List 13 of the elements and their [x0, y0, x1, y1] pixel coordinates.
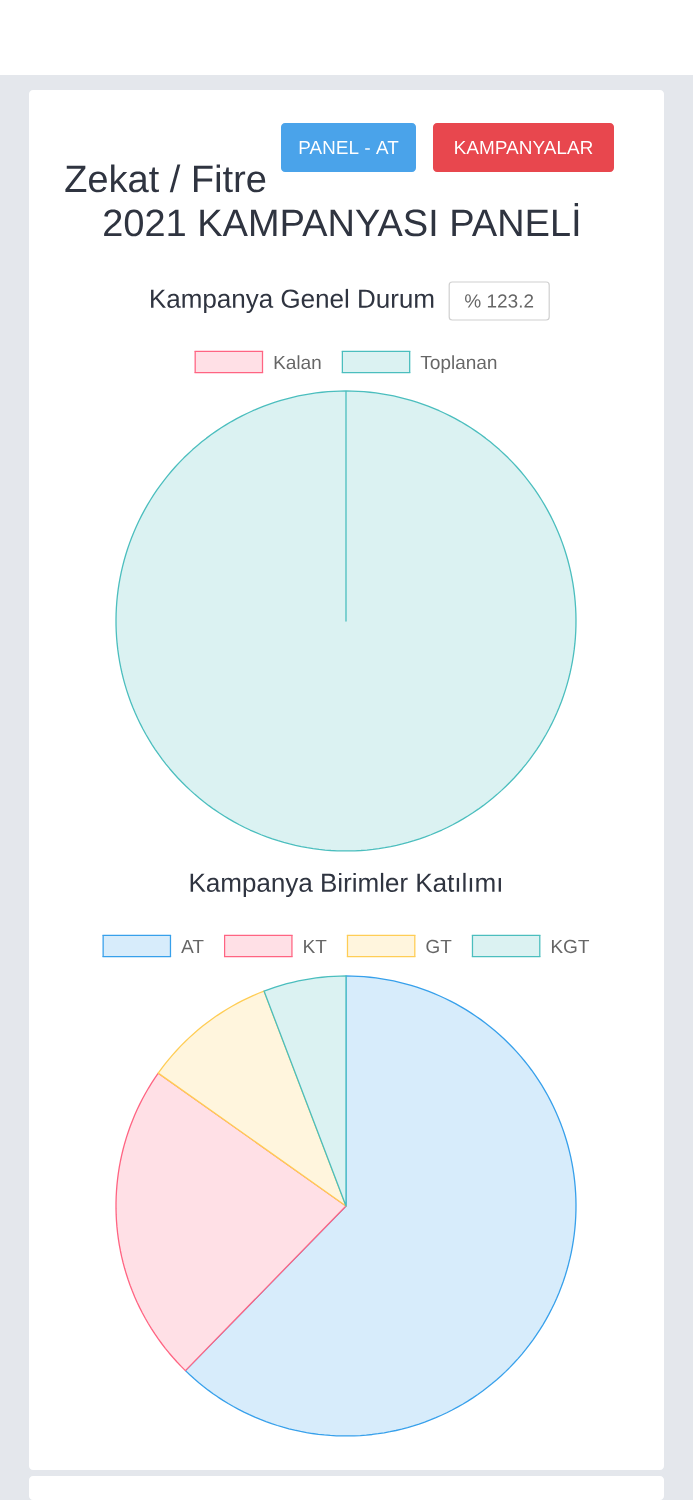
text: PANEL - AT: [299, 140, 399, 155]
legend-label: KT: [304, 939, 327, 953]
legend-label: GT: [426, 939, 452, 954]
text: 2021 KAMPANYASI PANELİ: [104, 203, 579, 237]
chart-title: Kampanya Birimler Katılımı: [190, 872, 501, 898]
text: % 123.2: [465, 294, 534, 308]
legend-label: AT: [181, 939, 204, 953]
legend-label: KGT: [551, 939, 590, 954]
chart-title: Kampanya Genel Durum: [151, 288, 434, 314]
legend-label: Kalan: [274, 355, 321, 370]
legend-label: Toplanan: [420, 355, 497, 373]
text: KAMPANYALAR: [455, 140, 593, 155]
text: Zekat / Fitre: [65, 164, 266, 193]
